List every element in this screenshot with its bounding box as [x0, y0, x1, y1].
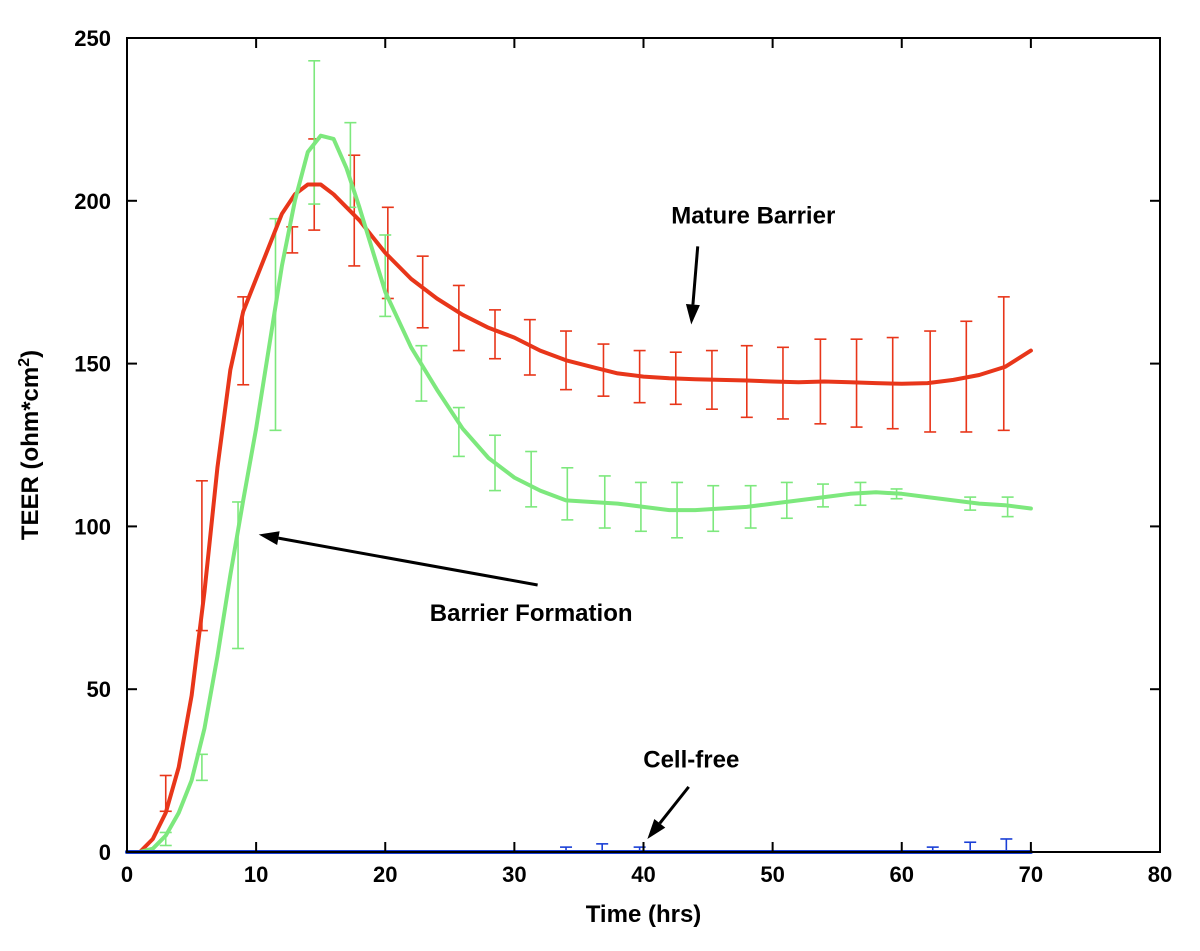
y-tick-label: 150: [74, 352, 111, 377]
error-bar: [452, 406, 465, 458]
x-tick-label: 30: [502, 862, 526, 887]
series-line-0: [125, 182, 1033, 854]
y-tick-label: 250: [74, 26, 111, 51]
x-tick-label: 70: [1019, 862, 1043, 887]
axis-ticks: 0 10 20 30 40 50 60 70 80 0 50 100 150 200 250: [74, 26, 1172, 887]
annotation-label: Mature Barrier: [671, 203, 835, 230]
x-axis-title: Time (hrs): [586, 901, 702, 928]
y-axis-title-tail: ): [17, 350, 44, 358]
error-bar: [525, 450, 538, 508]
annotation-label: Barrier Formation: [430, 600, 633, 627]
x-tick-label: 0: [121, 862, 133, 887]
x-tick-label: 50: [760, 862, 784, 887]
annotation-arrow: [258, 531, 538, 587]
x-tick-label: 80: [1148, 862, 1172, 887]
x-tick-label: 20: [373, 862, 397, 887]
annotations: Mature Barrier Barrier Formation Cell-free: [258, 203, 835, 839]
series-line-1: [125, 133, 1033, 854]
x-tick-label: 60: [890, 862, 914, 887]
error-bar: [489, 309, 502, 360]
annotation-label: Cell-free: [643, 746, 739, 773]
x-tick-label: 40: [631, 862, 655, 887]
y-tick-label: 100: [74, 514, 111, 539]
error-bar: [415, 344, 428, 402]
x-tick-label: 10: [244, 862, 268, 887]
y-axis-title-sup: 2: [16, 358, 33, 367]
error-bar: [561, 466, 574, 521]
y-tick-label: 50: [87, 677, 111, 702]
error-bar: [452, 284, 465, 352]
y-axis-title: TEER (ohm*cm2): [16, 350, 44, 540]
y-tick-label: 0: [99, 840, 111, 865]
y-tick-label: 200: [74, 189, 111, 214]
annotation-arrow: [647, 785, 690, 839]
annotation-arrow: [685, 246, 700, 325]
error-bar: [308, 59, 321, 205]
error-bar: [997, 296, 1010, 432]
plot-frame: [126, 37, 1161, 853]
error-bar: [416, 255, 429, 329]
error-bars: [159, 59, 1014, 853]
series-lines: [125, 133, 1033, 854]
error-bar: [379, 234, 392, 318]
y-axis-title-main: TEER (ohm*cm: [17, 367, 44, 540]
